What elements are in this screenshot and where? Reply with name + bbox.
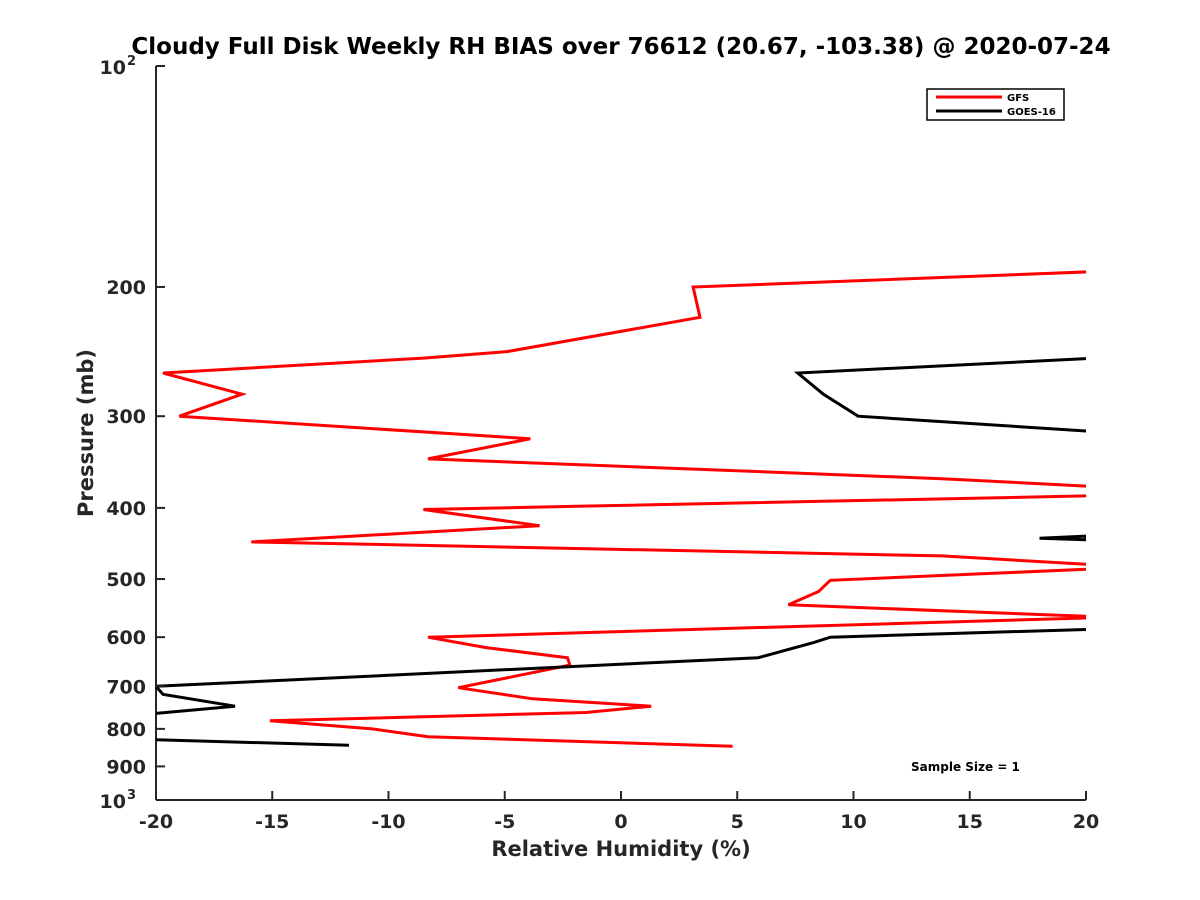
ticks-layer: -20 -15 -10 -5 0 5 10 15 20 200 300 400 500 600 700 800… (100, 54, 1100, 833)
legend-label-gfs: GFS (1007, 93, 1029, 104)
x-tick-label: -15 (255, 811, 289, 833)
series-line-goes16-seg2 (156, 627, 1086, 715)
series-line-goes16-seg0 (793, 357, 1086, 433)
y-tick-label: 300 (106, 406, 146, 428)
x-tick-label: -10 (371, 811, 405, 833)
legend-label-goes16: GOES-16 (1007, 107, 1056, 118)
y-tick-label: 400 (106, 498, 146, 520)
y-tick-label-exponent: 3 (127, 788, 136, 803)
chart-title: Cloudy Full Disk Weekly RH BIAS over 766… (131, 34, 1110, 60)
x-axis-title: Relative Humidity (%) (491, 837, 750, 861)
x-tick-label: -20 (139, 811, 173, 833)
sample-size-annotation: Sample Size = 1 (911, 760, 1020, 774)
y-tick-label: 700 (106, 676, 146, 698)
x-tick-label: 20 (1073, 811, 1099, 833)
y-tick-label-exponent: 2 (127, 54, 136, 69)
series-line-gfs (162, 270, 1086, 748)
x-tick-label: 0 (614, 811, 627, 833)
x-tick-label: 15 (957, 811, 983, 833)
y-tick-label: 800 (106, 719, 146, 741)
x-tick-label: -5 (494, 811, 515, 833)
x-tick-label: 10 (840, 811, 866, 833)
x-tick-label: 5 (731, 811, 744, 833)
axes (155, 66, 1086, 801)
y-tick-label: 200 (106, 277, 146, 299)
y-axis-title: Pressure (mb) (74, 349, 98, 517)
y-tick-label-exp: 10 (100, 791, 126, 813)
series-line-goes16-seg3 (156, 738, 350, 747)
legend-box (926, 88, 1065, 121)
series-line-goes16-seg1 (1039, 534, 1086, 542)
series-layer (156, 270, 1086, 748)
y-tick-label-exp: 10 (100, 57, 126, 79)
y-tick-label: 900 (106, 756, 146, 778)
y-tick-label: 500 (106, 569, 146, 591)
legend: GFS GOES-16 (926, 88, 1065, 121)
y-tick-label: 600 (106, 627, 146, 649)
